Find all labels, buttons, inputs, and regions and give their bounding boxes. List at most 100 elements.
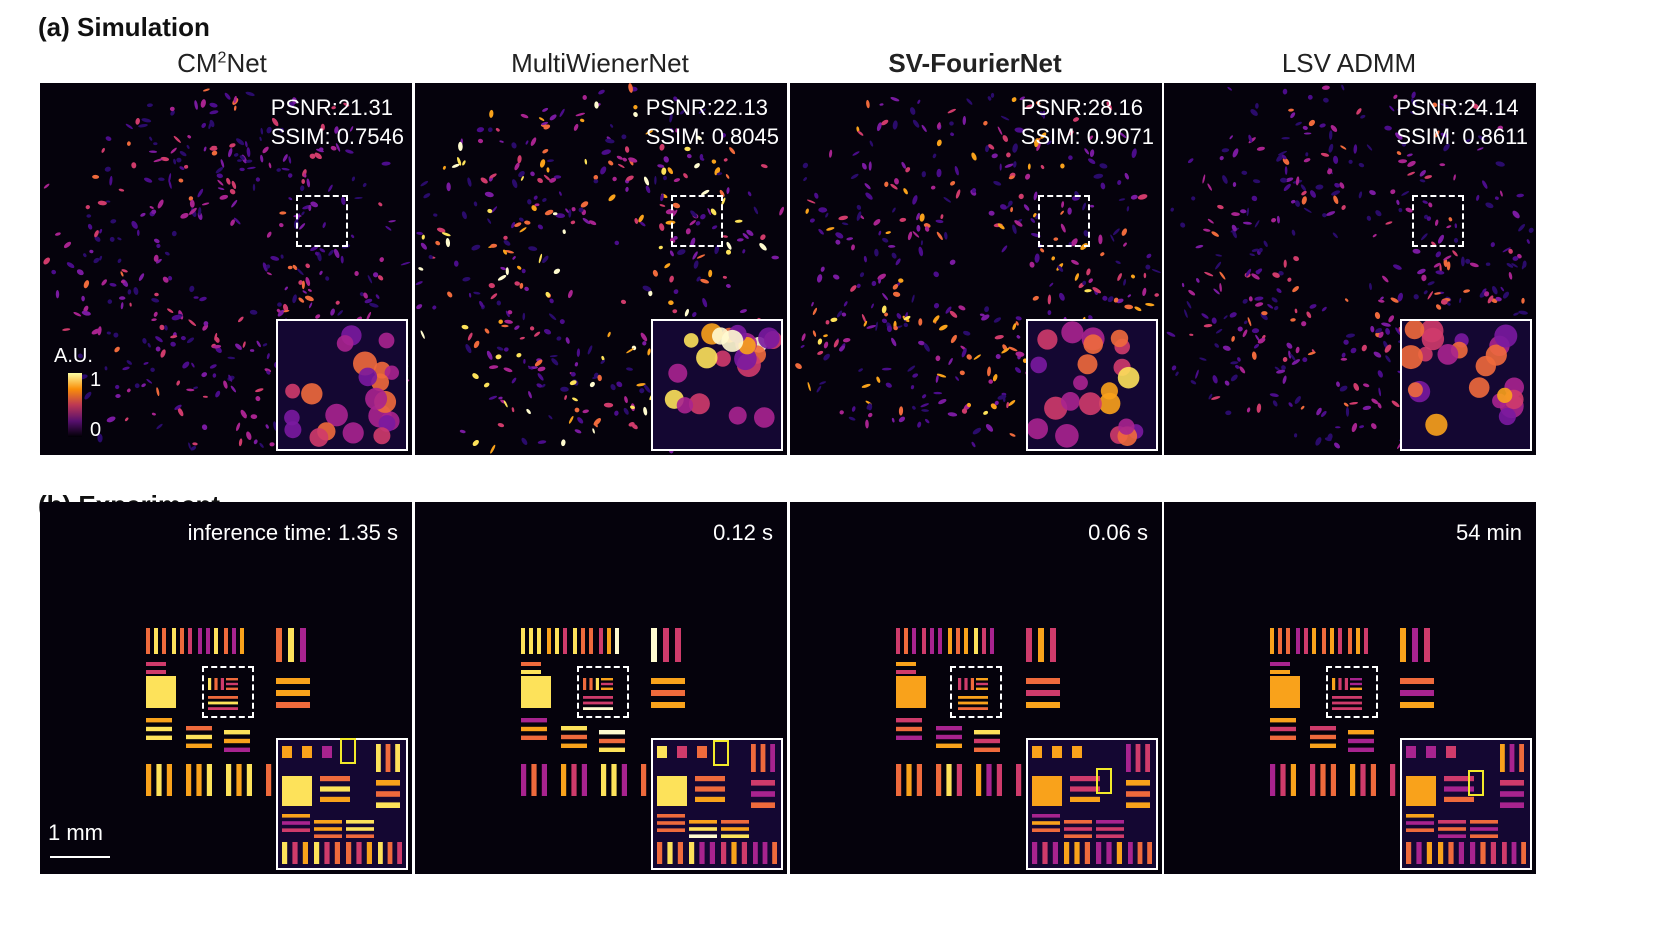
usaf-bar [709, 842, 715, 864]
cell-blob [919, 213, 925, 222]
cell-blob [640, 332, 648, 342]
usaf-bar [974, 628, 978, 654]
usaf-bar [1458, 842, 1464, 864]
cell-blob [1260, 313, 1268, 321]
cell-blob [742, 249, 746, 254]
cell-blob [519, 227, 527, 233]
cell-blob [143, 361, 149, 365]
cell-blob [981, 314, 990, 321]
cell-blob [1004, 163, 1014, 168]
cell-blob [696, 276, 701, 282]
cell-blob [528, 246, 538, 251]
cell-blob [857, 130, 864, 136]
column-title-main: CM [177, 48, 218, 78]
cell-blob [871, 303, 874, 309]
cell-blob [99, 255, 103, 261]
cell-blob [1263, 240, 1268, 248]
usaf-bar [581, 764, 587, 796]
inset-cell [696, 347, 718, 369]
cell-blob [153, 158, 163, 163]
usaf-bar [1426, 746, 1436, 758]
cell-blob [1272, 272, 1280, 278]
cell-blob [593, 175, 599, 180]
cell-blob [1336, 381, 1340, 387]
usaf-bar [282, 746, 292, 758]
cell-blob [661, 167, 667, 175]
cell-blob [369, 303, 379, 308]
cell-blob [1419, 170, 1426, 177]
cell-blob [296, 268, 304, 276]
cell-blob [699, 153, 704, 160]
cell-blob [1487, 295, 1494, 304]
cell-blob [537, 440, 547, 444]
cell-blob [862, 163, 867, 170]
cell-blob [826, 227, 835, 231]
cell-blob [1435, 304, 1442, 310]
usaf-bar [1026, 702, 1060, 708]
cell-blob [298, 297, 305, 303]
cell-blob [109, 282, 117, 287]
cell-blob [881, 119, 889, 126]
cell-blob [235, 343, 242, 350]
cell-blob [1170, 207, 1174, 212]
cell-blob [543, 328, 552, 335]
cell-blob [574, 429, 582, 434]
cell-blob [283, 309, 290, 313]
cell-blob [1204, 271, 1214, 277]
usaf-bar [1050, 628, 1056, 662]
cell-blob [1500, 286, 1505, 292]
cell-blob [1229, 312, 1237, 318]
usaf-bar [583, 707, 613, 710]
cell-blob [1010, 207, 1014, 213]
cell-blob [1385, 221, 1393, 225]
cell-blob [642, 285, 652, 292]
cell-blob [659, 143, 665, 151]
usaf-bar [689, 827, 717, 831]
cell-blob [1047, 294, 1052, 305]
cell-blob [1369, 282, 1372, 291]
usaf-bar [1480, 842, 1486, 864]
roi-dashed-box [296, 195, 348, 247]
cell-blob [1284, 166, 1288, 175]
cell-blob [1012, 323, 1017, 331]
cell-blob [1049, 282, 1054, 287]
cell-blob [1378, 331, 1384, 339]
cell-blob [995, 354, 1001, 359]
cell-blob [1011, 97, 1017, 103]
cell-blob [838, 215, 849, 221]
cell-blob [1256, 403, 1262, 413]
inference-time: 0.12 s [713, 520, 773, 545]
cell-blob [131, 162, 137, 169]
cell-blob [495, 127, 500, 132]
cell-blob [1286, 342, 1293, 349]
cell-blob [753, 206, 759, 215]
cell-blob [943, 197, 951, 203]
usaf-bar [675, 628, 681, 662]
cell-blob [490, 444, 496, 454]
cell-blob [1130, 194, 1138, 200]
usaf-bar [583, 678, 587, 690]
usaf-bar [689, 834, 717, 838]
usaf-bar [695, 786, 725, 792]
cell-blob [593, 417, 602, 426]
cell-blob [388, 220, 396, 223]
usaf-bar [561, 734, 587, 740]
cell-blob [1333, 155, 1339, 164]
cell-blob [830, 317, 838, 322]
cell-blob [963, 330, 971, 336]
cell-blob [760, 164, 768, 169]
cell-blob [541, 383, 546, 388]
cell-blob [467, 332, 473, 341]
cell-blob [669, 250, 674, 257]
cell-blob [105, 136, 112, 141]
cell-blob [1283, 183, 1291, 191]
cell-blob [884, 312, 889, 317]
cell-blob [1512, 210, 1520, 219]
cell-blob [636, 383, 646, 387]
usaf-bar [208, 696, 238, 699]
usaf-bar [1348, 730, 1374, 735]
cell-blob [1086, 268, 1091, 276]
cell-blob [1315, 184, 1324, 190]
cell-blob [334, 126, 339, 134]
cell-blob [262, 343, 268, 347]
